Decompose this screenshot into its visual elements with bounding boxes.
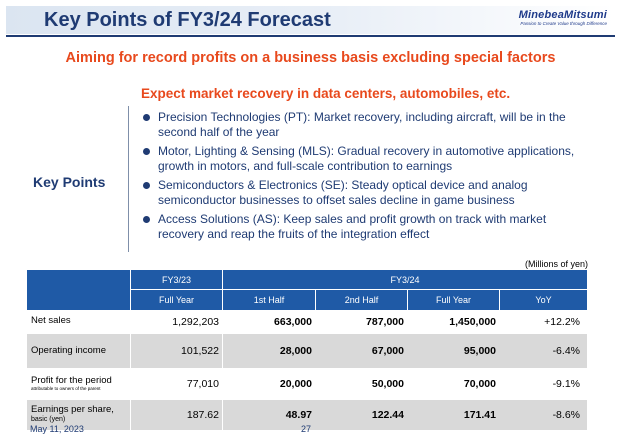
column-divider bbox=[130, 334, 131, 368]
table-cell: 50,000 bbox=[371, 378, 404, 390]
table-cell: -6.4% bbox=[552, 345, 580, 357]
row-label-main: Earnings per share, bbox=[31, 404, 114, 415]
headline: Aiming for record profits on a business … bbox=[65, 50, 556, 66]
table-header-col: 2nd Half bbox=[316, 290, 407, 310]
row-label: Operating income bbox=[31, 345, 106, 356]
table-cell: 28,000 bbox=[279, 345, 312, 357]
key-points-divider bbox=[128, 106, 129, 252]
bullet-text: Semiconductors & Electronics (SE): Stead… bbox=[158, 178, 528, 207]
bullet-icon bbox=[143, 182, 150, 189]
page-title: Key Points of FY3/24 Forecast bbox=[44, 9, 331, 31]
table-cell: +12.2% bbox=[544, 316, 580, 328]
table-cell: 122.44 bbox=[371, 409, 404, 421]
table-header-col: Full Year bbox=[408, 290, 499, 310]
page-number: 27 bbox=[301, 424, 312, 434]
table-cell: 67,000 bbox=[371, 345, 404, 357]
table-cell: 20,000 bbox=[279, 378, 312, 390]
table-cell: 1,450,000 bbox=[449, 316, 496, 328]
table-cell: 77,010 bbox=[186, 378, 219, 390]
column-divider bbox=[222, 400, 223, 430]
title-divider bbox=[6, 35, 615, 37]
key-points-label: Key Points bbox=[33, 174, 106, 190]
bullet-icon bbox=[143, 216, 150, 223]
bullet-text: Motor, Lighting & Sensing (MLS): Gradual… bbox=[158, 144, 575, 173]
row-label-main: Profit for the period bbox=[31, 375, 112, 386]
table-cell: 70,000 bbox=[463, 378, 496, 390]
table-cell: -8.6% bbox=[552, 409, 580, 421]
table-cell: 1,292,203 bbox=[172, 316, 219, 328]
table-row: Earnings per share, basic (yen) 187.62 4… bbox=[27, 400, 587, 430]
table-header-blank bbox=[27, 270, 130, 310]
footer-date: May 11, 2023 bbox=[30, 424, 84, 434]
title-bar bbox=[6, 6, 615, 34]
table-cell: 187.62 bbox=[186, 409, 219, 421]
table-row: Operating income 101,522 28,000 67,000 9… bbox=[27, 334, 587, 368]
row-label-sub: basic (yen) bbox=[31, 416, 66, 423]
table-cell: 101,522 bbox=[181, 345, 219, 357]
table-header-col: YoY bbox=[500, 290, 587, 310]
table-header-col: Full Year bbox=[131, 290, 222, 310]
table-cell: -9.1% bbox=[552, 378, 580, 390]
table-header-fy23: FY3/23 bbox=[131, 270, 222, 289]
row-label: Profit for the period attributable to ow… bbox=[31, 375, 112, 391]
table-cell: 48.97 bbox=[285, 409, 312, 421]
logo-wordmark: MinebeaMitsumi bbox=[518, 9, 607, 21]
column-divider bbox=[130, 400, 131, 430]
key-points-list: Precision Technologies (PT): Market reco… bbox=[142, 110, 582, 246]
subheadline: Expect market recovery in data centers, … bbox=[141, 86, 511, 101]
row-label: Net sales bbox=[31, 315, 71, 326]
list-item: Precision Technologies (PT): Market reco… bbox=[142, 110, 582, 140]
bullet-icon bbox=[143, 114, 150, 121]
table-row: Profit for the period attributable to ow… bbox=[27, 368, 587, 400]
table-cell: 787,000 bbox=[366, 316, 404, 328]
column-divider bbox=[222, 334, 223, 368]
list-item: Semiconductors & Electronics (SE): Stead… bbox=[142, 178, 582, 208]
table-cell: 663,000 bbox=[274, 316, 312, 328]
bullet-icon bbox=[143, 148, 150, 155]
list-item: Motor, Lighting & Sensing (MLS): Gradual… bbox=[142, 144, 582, 174]
list-item: Access Solutions (AS): Keep sales and pr… bbox=[142, 212, 582, 242]
row-label: Earnings per share, basic (yen) bbox=[31, 404, 114, 424]
table-header-fy24: FY3/24 bbox=[223, 270, 587, 289]
table-cell: 95,000 bbox=[463, 345, 496, 357]
row-label-sub: attributable to owners of the parent bbox=[31, 386, 101, 391]
company-logo: MinebeaMitsumi Passion to Create Value t… bbox=[519, 9, 607, 26]
logo-tagline: Passion to Create Value through Differen… bbox=[520, 21, 607, 26]
bullet-text: Precision Technologies (PT): Market reco… bbox=[158, 110, 566, 139]
table-header-col: 1st Half bbox=[223, 290, 315, 310]
table-row: Net sales 1,292,203 663,000 787,000 1,45… bbox=[27, 310, 587, 334]
units-note: (Millions of yen) bbox=[524, 259, 588, 269]
bullet-text: Access Solutions (AS): Keep sales and pr… bbox=[158, 212, 547, 241]
table-cell: 171.41 bbox=[463, 409, 496, 421]
